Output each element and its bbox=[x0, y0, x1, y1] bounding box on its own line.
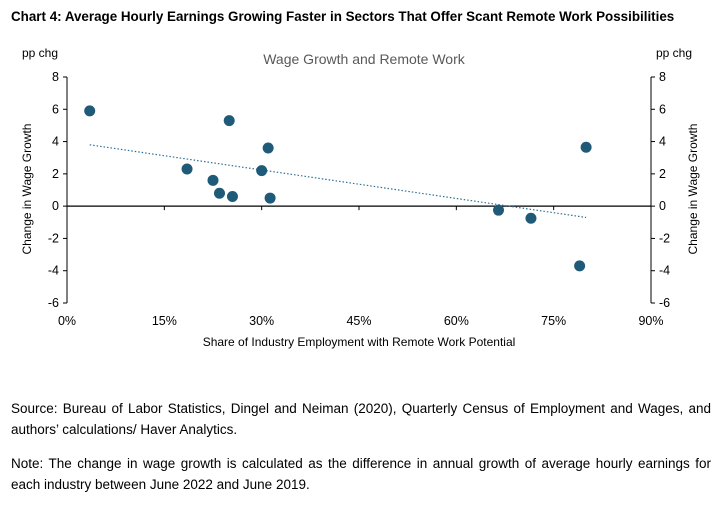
data-point bbox=[264, 192, 276, 204]
x-tick-label: 75% bbox=[541, 314, 566, 328]
chart-title: Wage Growth and Remote Work bbox=[263, 51, 466, 67]
axes: 8 8 6 6 4 4 2 2 0 0 -2 -2 -4 -4 -6 -6 0% 15% 30% 45% 60% 75% 9… bbox=[48, 70, 670, 328]
data-point bbox=[207, 174, 219, 186]
data-point bbox=[580, 141, 592, 153]
y2-tick-label: -6 bbox=[659, 296, 670, 310]
left-axis-unit: pp chg bbox=[22, 46, 58, 60]
data-point bbox=[493, 204, 505, 216]
y2-tick-label: 2 bbox=[659, 167, 666, 181]
x-tick-label: 30% bbox=[249, 314, 274, 328]
source-note: Source: Bureau of Labor Statistics, Ding… bbox=[11, 401, 711, 437]
data-point bbox=[181, 163, 193, 175]
data-point bbox=[574, 260, 586, 272]
x-axis-label: Share of Industry Employment with Remote… bbox=[203, 335, 516, 349]
x-tick-label: 0% bbox=[58, 314, 76, 328]
y2-tick-label: 0 bbox=[659, 199, 666, 213]
x-tick-label: 45% bbox=[346, 314, 371, 328]
chart-heading: Chart 4: Average Hourly Earnings Growing… bbox=[11, 9, 675, 24]
y-axis-label: Change in Wage Growth bbox=[20, 124, 34, 255]
data-point bbox=[84, 105, 96, 117]
y-tick-label: 8 bbox=[52, 70, 59, 84]
x-tick-label: 60% bbox=[444, 314, 469, 328]
data-point bbox=[226, 190, 238, 202]
methodology-note: Note: The change in wage growth is calcu… bbox=[11, 456, 711, 492]
data-point bbox=[262, 142, 274, 154]
data-point bbox=[525, 212, 537, 224]
points-group bbox=[84, 105, 592, 272]
x-tick-label: 90% bbox=[638, 314, 663, 328]
right-axis-unit: pp chg bbox=[656, 46, 692, 60]
y-tick-label: 0 bbox=[52, 199, 59, 213]
y2-tick-label: 6 bbox=[659, 102, 666, 116]
data-point bbox=[256, 165, 268, 177]
y2-tick-label: 8 bbox=[659, 70, 666, 84]
y2-tick-label: 4 bbox=[659, 135, 666, 149]
y-tick-label: 2 bbox=[52, 167, 59, 181]
y-tick-label: -4 bbox=[48, 264, 59, 278]
y2-axis-label: Change in Wage Growth bbox=[686, 124, 700, 255]
y-tick-label: -2 bbox=[48, 231, 59, 245]
data-point bbox=[223, 115, 235, 127]
y-tick-label: 6 bbox=[52, 102, 59, 116]
x-tick-label: 15% bbox=[152, 314, 177, 328]
y-tick-label: -6 bbox=[48, 296, 59, 310]
y-tick-label: 4 bbox=[52, 135, 59, 149]
y2-tick-label: -2 bbox=[659, 231, 670, 245]
y2-tick-label: -4 bbox=[659, 264, 670, 278]
data-point bbox=[213, 187, 225, 199]
